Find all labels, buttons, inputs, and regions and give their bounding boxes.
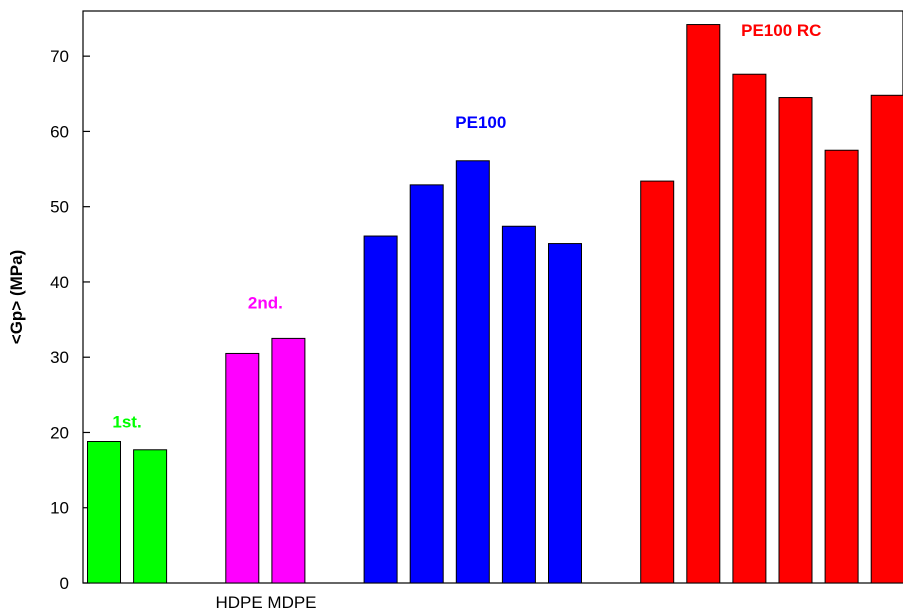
y-tick-label: 70 [50,47,69,66]
y-tick-label: 20 [50,423,69,442]
bars-group [87,24,903,584]
y-tick-label: 0 [60,574,69,593]
bar-pe100-rc-5 [824,149,859,584]
group-label-pe100: PE100 [455,113,506,132]
bar-pe100-rc-4 [778,97,813,584]
bar-pe100-4 [501,225,536,584]
bar-2nd-2 [271,337,306,584]
plot-area-frame [82,10,903,584]
y-tick-label: 50 [50,198,69,217]
bar-pe100-rc-2 [686,24,721,584]
group-label-pe100-rc: PE100 RC [741,21,821,40]
y-tick-label: 10 [50,499,69,518]
bar-pe100-rc-1 [640,180,675,584]
y-tick-label: 30 [50,348,69,367]
y-axis-label: <Gp> (MPa) [7,250,26,344]
y-tick-label: 40 [50,273,69,292]
bar-pe100-rc-6 [870,94,903,584]
bar-1st-1 [87,441,121,584]
group-labels: 1st. 2nd. PE100 PE100 RC [112,21,821,432]
y-axis: 0 10 20 30 40 50 60 70 [50,47,90,593]
x-axis-label: HDPE MDPE [215,593,316,610]
bar-pe100-5 [548,243,582,584]
bar-2nd-1 [225,352,260,584]
group-label-2nd: 2nd. [248,293,283,312]
y-tick-label: 60 [50,122,69,141]
bar-pe100-1 [363,235,398,584]
group-label-1st: 1st. [112,413,141,432]
bar-pe100-3 [455,160,490,584]
bar-1st-2 [133,449,168,584]
bar-pe100-2 [409,184,444,584]
bar-pe100-rc-3 [732,73,767,584]
